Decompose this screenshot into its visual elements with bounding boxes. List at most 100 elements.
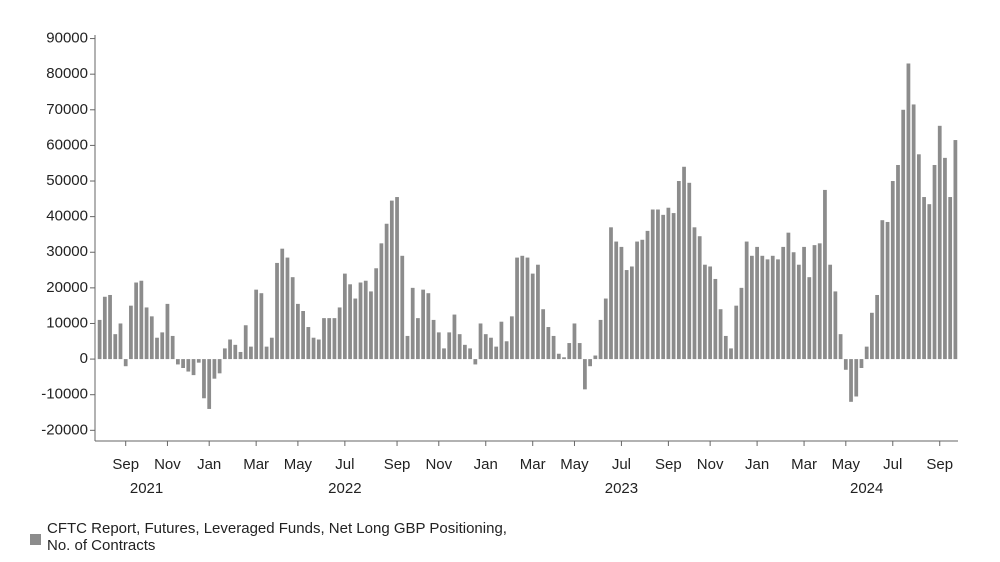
- bar: [572, 323, 577, 360]
- x-tick-label: Mar: [791, 456, 817, 473]
- bar: [875, 294, 879, 360]
- bar: [118, 323, 123, 360]
- bar: [296, 303, 300, 360]
- x-year-label: 2022: [328, 480, 361, 497]
- bar: [541, 309, 546, 360]
- bar: [656, 209, 660, 360]
- y-tick-label: 60000: [46, 136, 88, 153]
- y-tick-label: 0: [80, 350, 88, 367]
- bar: [765, 259, 770, 360]
- bar: [943, 157, 947, 360]
- bar: [697, 236, 702, 360]
- bar: [583, 359, 587, 390]
- legend: CFTC Report, Futures, Leveraged Funds, N…: [30, 520, 510, 554]
- bar: [843, 359, 848, 370]
- bar: [348, 284, 352, 360]
- bar: [421, 289, 426, 360]
- y-tick-label: 50000: [46, 172, 88, 189]
- bar: [113, 334, 118, 360]
- bar: [202, 359, 206, 399]
- bar: [713, 278, 718, 360]
- bar: [546, 327, 551, 360]
- x-tick-label: Jul: [335, 456, 354, 473]
- bar: [567, 343, 572, 360]
- bar: [509, 316, 514, 360]
- bar: [327, 318, 332, 360]
- bar: [358, 282, 363, 360]
- legend-label: CFTC Report, Futures, Leveraged Funds, N…: [47, 520, 507, 554]
- y-tick-label: 90000: [46, 30, 88, 47]
- bar: [927, 204, 932, 360]
- x-tick-label: Sep: [112, 456, 139, 473]
- bar: [332, 318, 337, 360]
- bar: [906, 63, 911, 360]
- x-tick-label: Jan: [474, 456, 498, 473]
- bar: [395, 197, 399, 360]
- x-tick-label: May: [832, 456, 861, 473]
- bar: [948, 197, 953, 360]
- bar: [478, 323, 483, 360]
- bar: [922, 197, 926, 360]
- bar: [186, 359, 191, 372]
- y-tick-label: 20000: [46, 279, 88, 296]
- bar: [885, 221, 890, 360]
- bar: [854, 359, 859, 397]
- y-tick-label: -20000: [41, 421, 88, 438]
- bar: [144, 307, 149, 360]
- bar: [489, 337, 493, 360]
- bar: [269, 337, 274, 360]
- bar: [426, 293, 431, 360]
- bar: [442, 348, 446, 360]
- bar: [676, 181, 681, 360]
- x-tick-label: Sep: [926, 456, 953, 473]
- bar: [849, 359, 853, 402]
- bar: [149, 316, 154, 360]
- y-tick-label: 40000: [46, 208, 88, 225]
- bar: [729, 348, 733, 360]
- x-tick-label: May: [284, 456, 313, 473]
- bar: [603, 298, 608, 360]
- bar: [431, 319, 436, 360]
- bar: [536, 264, 540, 360]
- bar: [739, 287, 744, 360]
- bar: [363, 280, 368, 360]
- bar: [817, 243, 822, 360]
- bar: [436, 332, 441, 360]
- x-tick-label: Sep: [384, 456, 411, 473]
- bar: [937, 125, 942, 360]
- bar: [207, 359, 212, 409]
- bar: [416, 318, 420, 360]
- bar: [311, 337, 316, 360]
- bar: [494, 346, 499, 360]
- y-tick-label: 30000: [46, 243, 88, 260]
- bar: [170, 335, 175, 360]
- bar: [859, 359, 864, 368]
- bar: [828, 264, 833, 360]
- bar: [249, 346, 253, 360]
- bar: [447, 332, 452, 360]
- chart: -20000 -10000 0 10000 20000 30000 40000 50000 60…: [41, 30, 958, 497]
- bar: [374, 268, 379, 360]
- bar: [598, 319, 603, 360]
- x-tick-label: Sep: [655, 456, 682, 473]
- bar: [525, 257, 530, 360]
- x-tick-label: Mar: [520, 456, 546, 473]
- bar: [812, 245, 817, 360]
- bar: [614, 241, 619, 360]
- bar: [645, 230, 650, 360]
- bar: [217, 359, 222, 374]
- bar: [624, 270, 629, 360]
- bar: [796, 264, 801, 360]
- y-tick-label: 80000: [46, 65, 88, 82]
- bar: [196, 359, 201, 363]
- bar: [290, 277, 295, 360]
- bar: [870, 312, 874, 360]
- bar: [134, 282, 139, 360]
- bar: [556, 353, 561, 360]
- bar: [259, 293, 264, 360]
- bar: [379, 243, 384, 360]
- bar: [181, 359, 185, 368]
- bar: [750, 255, 754, 360]
- bar: [734, 305, 739, 360]
- bar: [102, 296, 107, 360]
